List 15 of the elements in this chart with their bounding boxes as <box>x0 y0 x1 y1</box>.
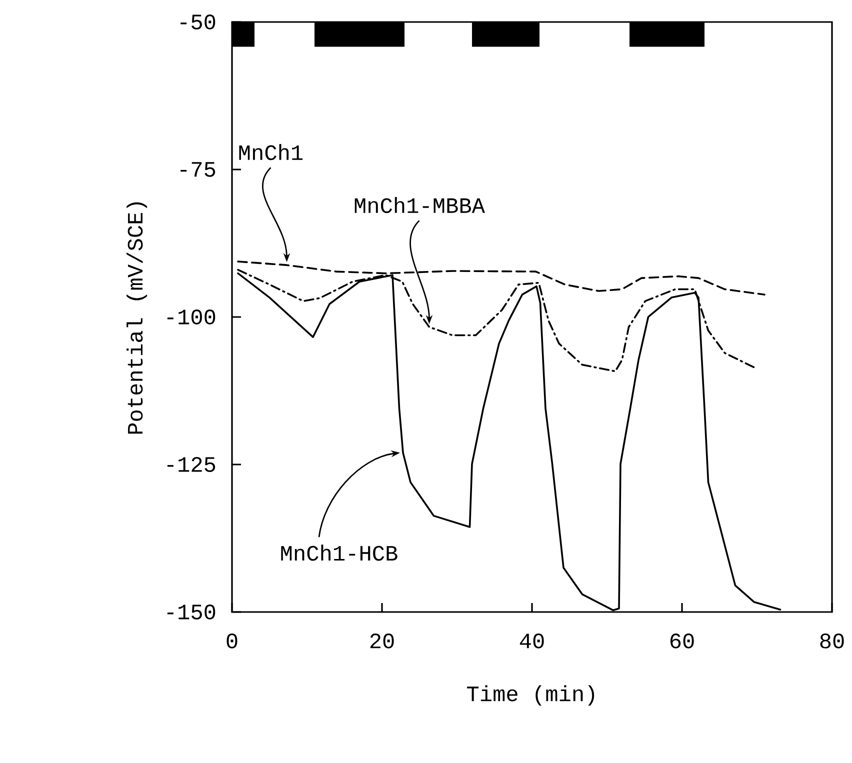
x-tick-label: 80 <box>820 634 844 648</box>
x-tick-label: 40 <box>520 634 544 648</box>
x-axis-title: Time (min) <box>467 685 594 706</box>
text: MnCh1 <box>239 144 303 160</box>
text: MnCh1-MBBA <box>354 196 485 214</box>
y-tick-label: -75 <box>180 162 216 177</box>
y-tick-label: -100 <box>167 310 216 324</box>
y-tick-label: -50 <box>180 14 216 30</box>
x-tick-label: 0 <box>226 634 238 648</box>
y-axis-title: Potential (mV/SCE) <box>126 202 148 434</box>
y-tick-label: -125 <box>167 457 216 472</box>
y-tick-label: -150 <box>167 604 216 620</box>
text: MnCh1-HCB <box>281 544 398 561</box>
x-tick-label: 60 <box>670 634 694 648</box>
x-tick-label: 20 <box>370 634 394 648</box>
